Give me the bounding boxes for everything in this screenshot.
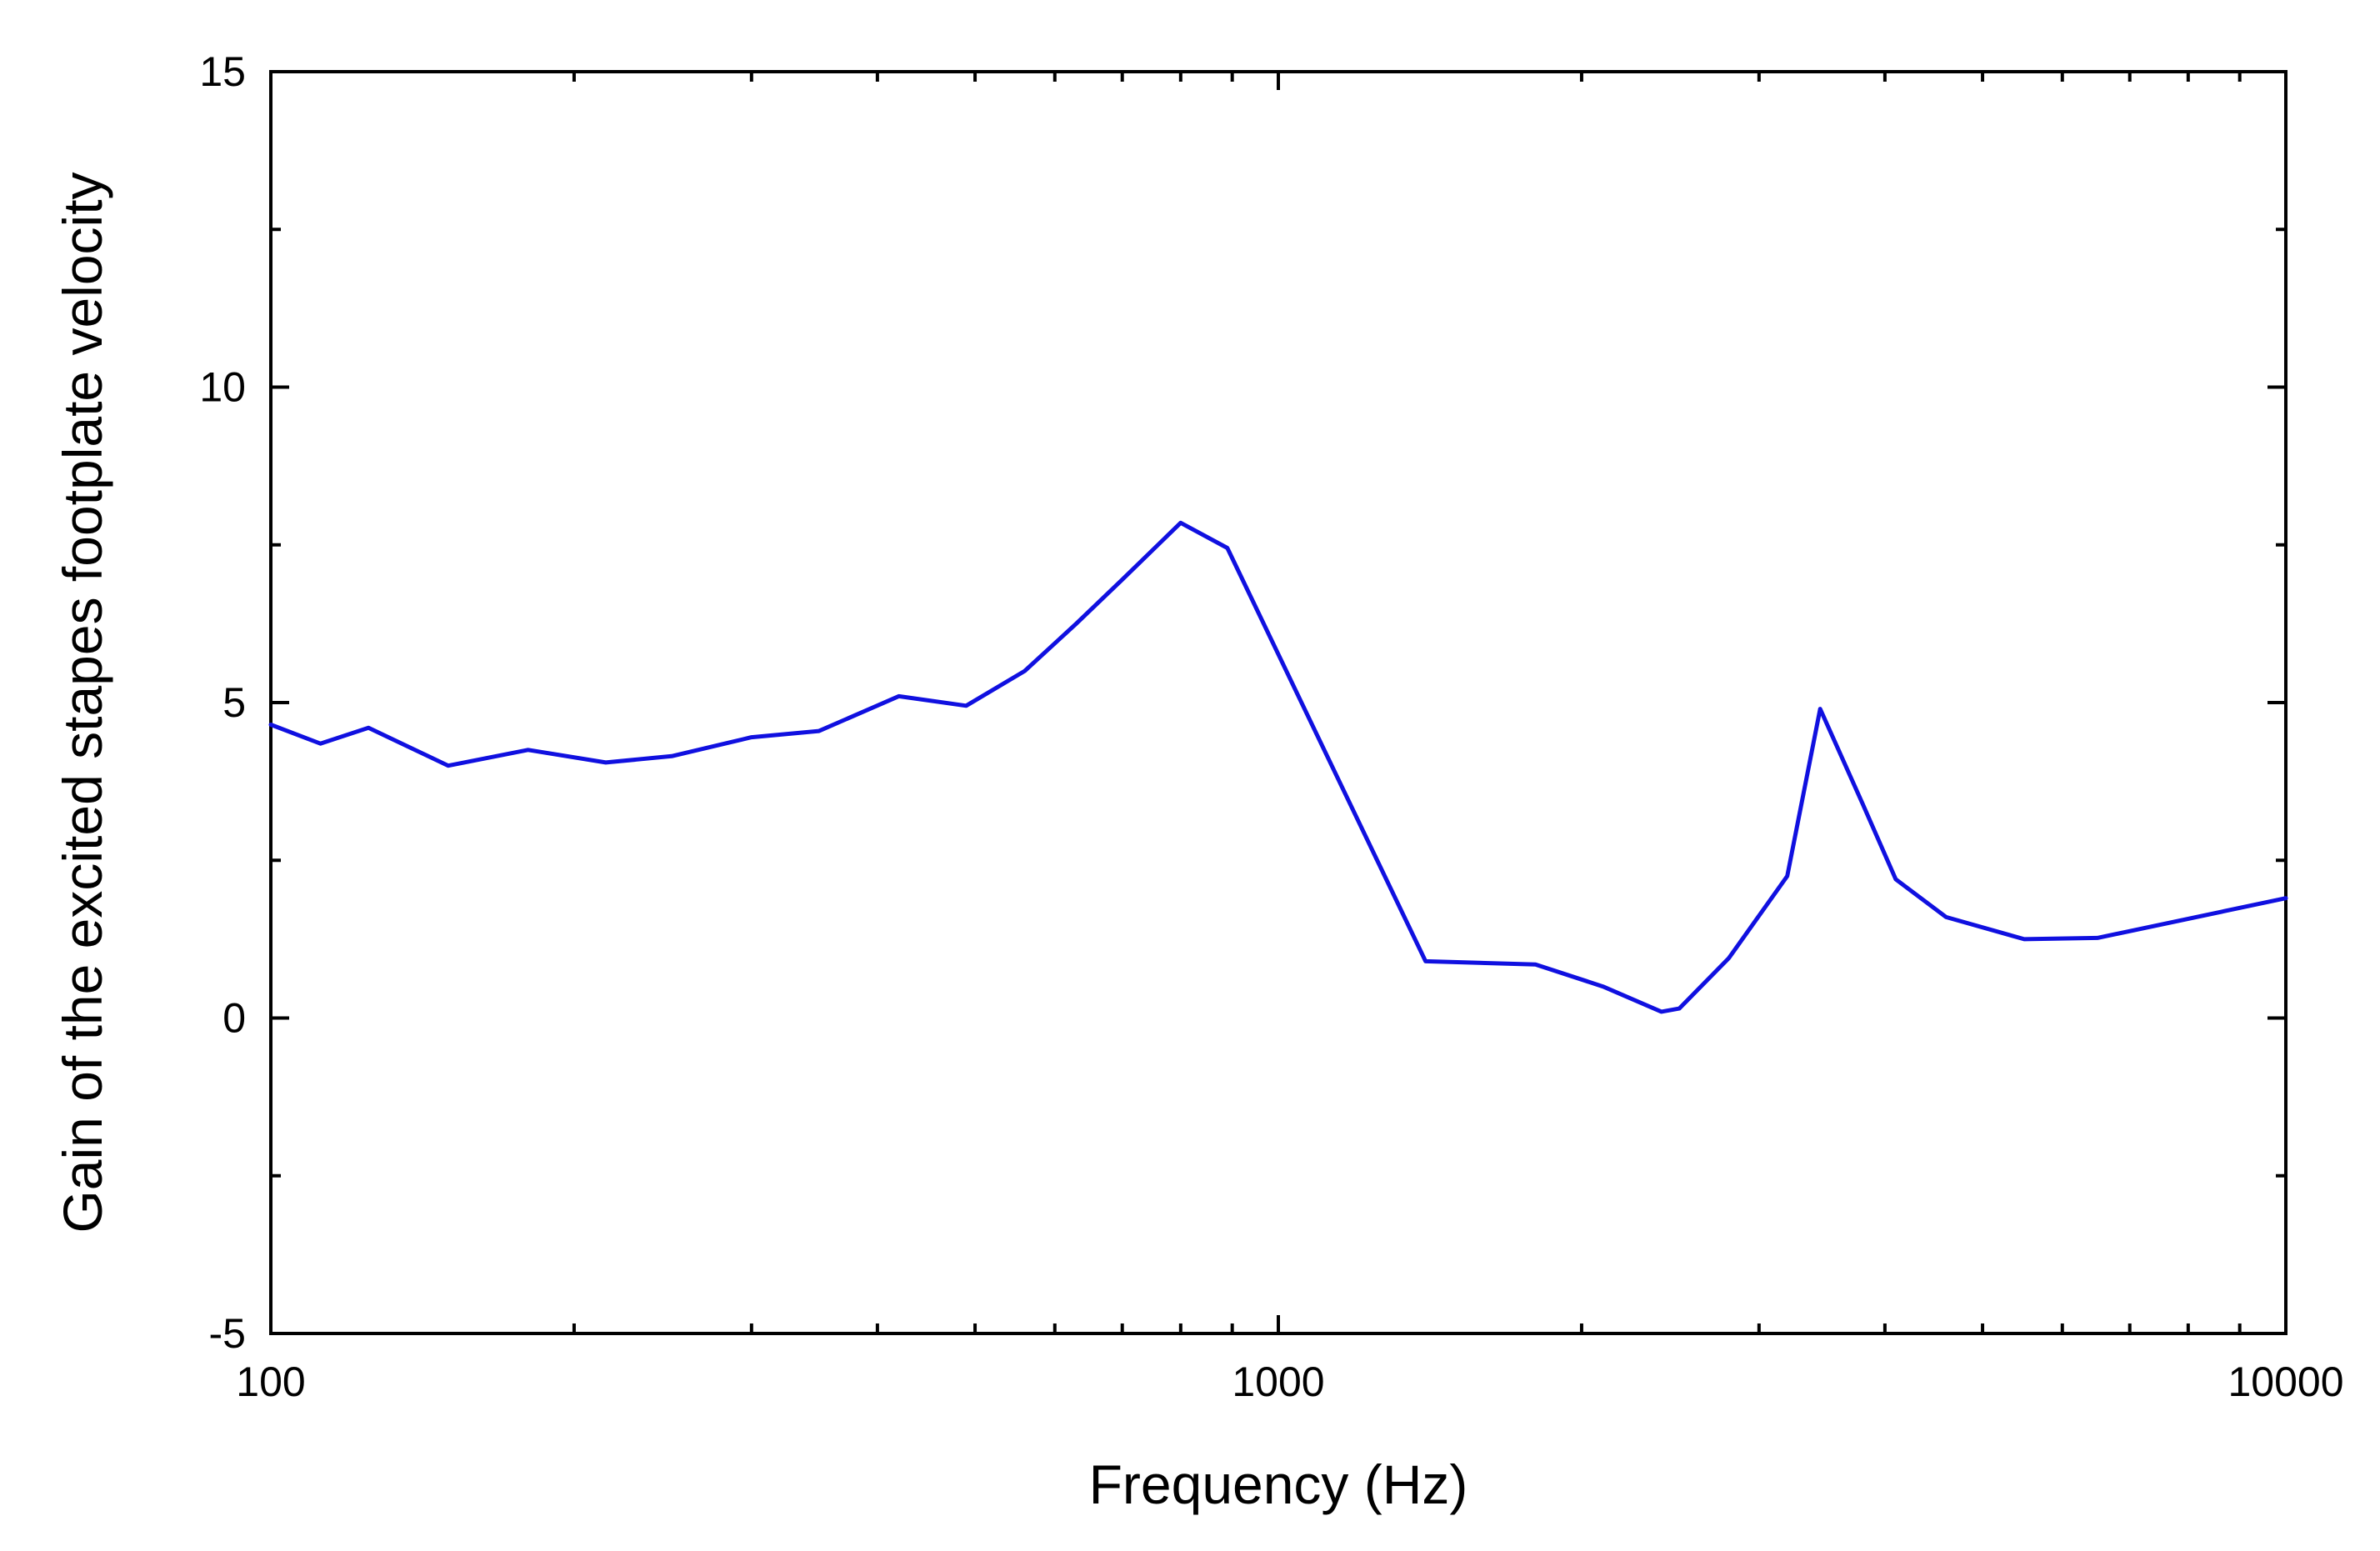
series-layer	[268, 520, 2288, 1014]
x-axis-label: Frequency (Hz)	[1089, 1453, 1468, 1515]
y-axis-label: Gain of the excited stapes footplate vel…	[52, 172, 113, 1233]
y-axis-ticks: -5 0 5 10 15	[199, 48, 2286, 1357]
y-tick-label: 5	[222, 679, 246, 726]
y-tick-label: 15	[199, 48, 246, 95]
x-tick-label: 100	[236, 1358, 305, 1405]
y-tick-label: 0	[222, 995, 246, 1042]
plot-frame	[269, 70, 2288, 1335]
series-line	[268, 520, 2288, 1014]
y-tick-label: 10	[199, 364, 246, 411]
x-axis-ticks: 100 1000 10000	[236, 72, 2344, 1405]
x-tick-label: 10000	[2228, 1358, 2343, 1405]
x-tick-label: 1000	[1232, 1358, 1324, 1405]
y-tick-label: -5	[209, 1310, 246, 1357]
